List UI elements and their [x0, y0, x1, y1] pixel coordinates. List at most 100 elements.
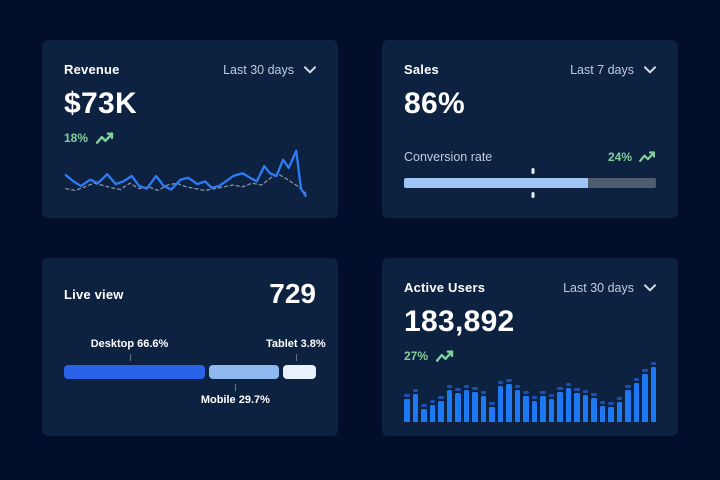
bar: [404, 364, 410, 422]
bar-body: [599, 405, 605, 422]
bar-cap: [650, 361, 656, 365]
live-view-card-title: Live view: [64, 286, 124, 302]
bar: [523, 364, 529, 422]
bar-body: [446, 390, 452, 422]
revenue-delta-label: 18%: [64, 131, 89, 145]
bar-cap: [616, 397, 622, 401]
bar-body: [489, 406, 495, 422]
sales-range-label: Last 7 days: [570, 62, 634, 77]
conversion-rate-delta: 24%: [608, 150, 656, 164]
bar-body: [574, 393, 580, 422]
bar: [608, 364, 614, 422]
bar-body: [540, 396, 546, 422]
bar-cap: [574, 388, 580, 391]
conversion-progress-fill: [404, 178, 588, 188]
bar: [497, 364, 503, 422]
bar-cap: [446, 385, 452, 389]
bar-cap: [421, 404, 427, 408]
revenue-range-selector[interactable]: Last 30 days: [223, 63, 316, 77]
trend-up-icon: [639, 151, 656, 162]
bar: [616, 364, 622, 422]
bar-body: [625, 390, 631, 422]
segment-tick: [235, 384, 237, 391]
bar-body: [565, 388, 571, 422]
segment-tick: [295, 354, 297, 361]
bar: [489, 364, 495, 422]
bar-cap: [404, 393, 410, 397]
bar-body: [472, 391, 478, 422]
bar-body: [506, 383, 512, 422]
segment-label: Mobile 29.7%: [200, 394, 270, 406]
bar: [548, 364, 554, 422]
bar-body: [463, 390, 469, 422]
segment-mobile: [208, 365, 280, 379]
bar: [446, 364, 452, 422]
bar: [463, 364, 469, 422]
progress-midpoint-marker: [531, 168, 535, 174]
trend-up-icon: [96, 131, 114, 144]
bar-cap: [455, 388, 461, 391]
conversion-progress: [404, 168, 656, 198]
current-line: [66, 151, 306, 196]
bar-cap: [506, 378, 512, 382]
segment-desktop: [64, 365, 205, 379]
bar-body: [421, 409, 427, 422]
active-users-bar-chart: [404, 361, 656, 422]
device-share-bar: [64, 365, 316, 379]
bar: [540, 364, 546, 422]
bar-cap: [557, 386, 563, 390]
bar-cap: [497, 381, 503, 385]
sales-value: 86%: [404, 87, 465, 120]
bar-body: [497, 386, 503, 422]
previous-line: [66, 174, 306, 193]
revenue-card-title: Revenue: [64, 62, 120, 77]
segment-tablet: [283, 365, 316, 379]
active-users-range-label: Last 30 days: [563, 280, 634, 295]
bar-body: [429, 404, 435, 422]
revenue-value: $73K: [64, 87, 137, 120]
bar-cap: [472, 386, 478, 390]
bar: [531, 364, 537, 422]
live-view-value: 729: [269, 278, 316, 309]
bar-body: [480, 396, 486, 422]
bar-cap: [642, 369, 648, 373]
bar-body: [412, 394, 418, 422]
bar: [506, 364, 512, 422]
bar-body: [514, 390, 520, 422]
bar-body: [608, 406, 614, 422]
bar: [472, 364, 478, 422]
bar: [582, 364, 588, 422]
bar-cap: [523, 391, 529, 395]
bar-cap: [514, 385, 520, 389]
chevron-down-icon: [644, 283, 656, 291]
bar-body: [557, 391, 563, 422]
bar-cap: [625, 385, 631, 389]
bar-cap: [565, 383, 571, 387]
bar-cap: [591, 392, 597, 396]
active-users-delta-label: 27%: [404, 349, 429, 363]
live-view-card-header: Live view 729: [64, 280, 316, 308]
segment-label: Tablet 3.8%: [265, 338, 326, 350]
sales-card: Sales Last 7 days 86% Conversion rate 24…: [382, 40, 678, 218]
bar-body: [438, 401, 444, 422]
conversion-rate-label: Conversion rate: [404, 150, 493, 164]
bar: [412, 364, 418, 422]
bar-body: [523, 396, 529, 422]
bar-cap: [438, 396, 444, 400]
bar: [421, 364, 427, 422]
active-users-card-title: Active Users: [404, 280, 486, 295]
conversion-progress-track: [404, 178, 656, 188]
active-users-card-header: Active Users Last 30 days: [404, 280, 656, 295]
sales-range-selector[interactable]: Last 7 days: [570, 63, 656, 77]
bar-body: [642, 374, 648, 422]
active-users-range-selector[interactable]: Last 30 days: [563, 281, 656, 295]
bar-body: [531, 401, 537, 422]
conversion-rate-row: Conversion rate 24%: [404, 150, 656, 164]
bar-body: [650, 366, 656, 422]
active-users-delta: 27%: [404, 349, 656, 363]
bar-body: [404, 398, 410, 422]
chevron-down-icon: [304, 65, 316, 73]
trend-up-icon: [436, 349, 454, 362]
conversion-delta-label: 24%: [607, 150, 632, 164]
